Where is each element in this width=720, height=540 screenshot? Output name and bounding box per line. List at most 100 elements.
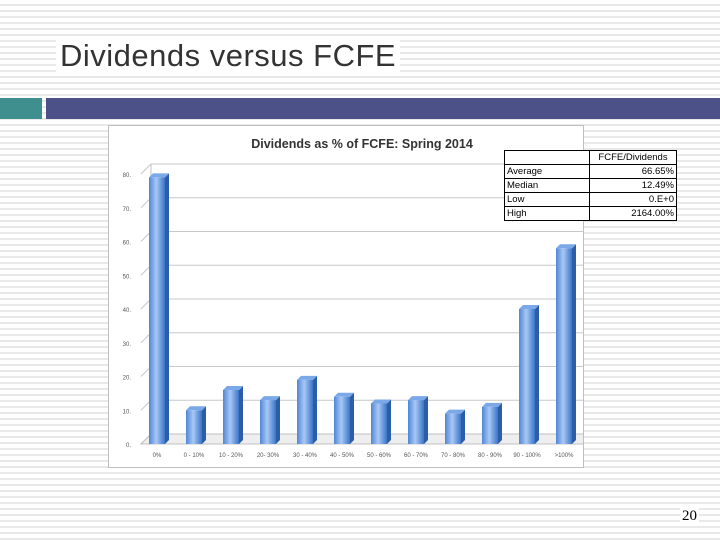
bar-top <box>149 173 169 178</box>
x-tick-label: 70 - 80% <box>441 453 466 459</box>
x-tick-label: 0 - 10% <box>184 453 205 459</box>
table-row: Low 0.E+0 <box>504 192 677 207</box>
bar-side <box>535 305 539 444</box>
accent-bar-teal <box>0 98 42 119</box>
y-tick-label: 80. <box>123 173 132 179</box>
page-number: 20 <box>680 508 699 525</box>
bar-side <box>313 375 317 444</box>
bar <box>297 375 317 444</box>
bar-front <box>408 400 424 444</box>
bar-side <box>350 392 354 444</box>
bar-side <box>239 386 243 444</box>
table-row: Average 66.65% <box>504 164 677 179</box>
row-label: Average <box>504 164 590 179</box>
bar <box>371 399 391 444</box>
bar <box>186 406 206 444</box>
table-row: High 2164.00% <box>504 206 677 221</box>
chart-bars <box>149 173 576 444</box>
y-tick-label: 30. <box>123 342 132 348</box>
x-tick-label: 10 - 20% <box>219 453 244 459</box>
x-tick-label: 80 - 90% <box>478 453 503 459</box>
bar <box>482 402 502 444</box>
bar <box>334 392 354 444</box>
bar-front <box>371 403 387 444</box>
row-value: 66.65% <box>589 164 677 179</box>
bar-top <box>371 399 391 404</box>
y-tick-label: 20. <box>123 376 132 382</box>
bar-front <box>519 309 535 444</box>
fcfe-stats-table: FCFE/Dividends Average 66.65% Median 12.… <box>504 150 677 221</box>
bar-top <box>519 305 539 309</box>
table-column-header: FCFE/Dividends <box>589 150 677 165</box>
slide-title: Dividends versus FCFE <box>56 38 401 74</box>
bar <box>223 386 243 444</box>
bar-top <box>556 244 576 249</box>
bar-top <box>260 396 280 401</box>
bar-top <box>297 375 317 380</box>
y-tick-label: 0. <box>126 443 131 449</box>
bar <box>445 409 465 444</box>
bar-side <box>461 409 465 444</box>
x-tick-label: 0% <box>153 453 162 459</box>
bar-side <box>498 402 502 444</box>
bar-top <box>223 386 243 390</box>
bar <box>408 396 428 444</box>
y-tick-label: 10. <box>123 409 132 415</box>
x-tick-label: 20- 30% <box>257 453 280 459</box>
bar-top <box>482 402 502 407</box>
gridline <box>140 366 583 377</box>
bar-front <box>223 390 239 444</box>
bar-side <box>424 396 428 444</box>
gridline <box>140 399 583 411</box>
chart-floor <box>139 433 583 445</box>
row-label: High <box>504 206 590 221</box>
y-axis-labels: 0. 10. 20. 30. 40. 50. 60. 70. 80. <box>123 173 132 449</box>
bar-side <box>276 396 280 444</box>
bar-front <box>334 396 350 444</box>
bar-side <box>387 399 391 444</box>
x-tick-label: 90 - 100% <box>513 453 541 459</box>
gridline <box>140 231 583 242</box>
bar-chart: Dividends as % of FCFE: Spring 2014 0. 10… <box>123 137 583 459</box>
bar-front <box>186 410 202 444</box>
bar <box>556 244 576 444</box>
row-value: 12.49% <box>589 178 677 193</box>
x-tick-label: 40 - 50% <box>330 453 355 459</box>
row-value: 2164.00% <box>589 206 677 221</box>
bar-front <box>556 248 572 444</box>
y-tick-label: 70. <box>123 207 132 213</box>
chart-title: Dividends as % of FCFE: Spring 2014 <box>251 137 473 151</box>
y-tick-label: 50. <box>123 274 132 280</box>
row-value: 0.E+0 <box>589 192 677 207</box>
bar-front <box>149 177 165 444</box>
y-tick-label: 40. <box>123 308 132 314</box>
bar <box>149 173 169 444</box>
bar-side <box>572 244 576 444</box>
accent-bar-purple <box>46 98 720 119</box>
bar <box>519 305 539 444</box>
bar-front <box>482 406 498 444</box>
bar-top <box>408 396 428 401</box>
gridline <box>140 298 583 310</box>
table-header-empty <box>504 150 590 165</box>
row-label: Median <box>504 178 590 193</box>
x-tick-label: 30 - 40% <box>293 453 318 459</box>
row-label: Low <box>504 192 590 207</box>
table-header-row: FCFE/Dividends <box>504 150 677 165</box>
x-tick-label: >100% <box>555 453 575 459</box>
table-row: Median 12.49% <box>504 178 677 193</box>
x-tick-label: 60 - 70% <box>404 453 429 459</box>
bar-top <box>186 406 206 411</box>
x-tick-label: 50 - 60% <box>367 453 392 459</box>
gridline <box>140 264 583 276</box>
bar-side <box>202 406 206 444</box>
bar-front <box>260 400 276 444</box>
bar-top <box>445 409 465 414</box>
y-tick-label: 60. <box>123 241 132 247</box>
x-axis-labels: 0% 0 - 10% 10 - 20% 20- 30% 30 - 40% 40 - 50%… <box>153 453 574 459</box>
bar-side <box>165 173 169 444</box>
bar-front <box>445 413 461 444</box>
bar-top <box>334 392 354 397</box>
gridline <box>140 332 583 344</box>
bar-front <box>297 379 313 444</box>
